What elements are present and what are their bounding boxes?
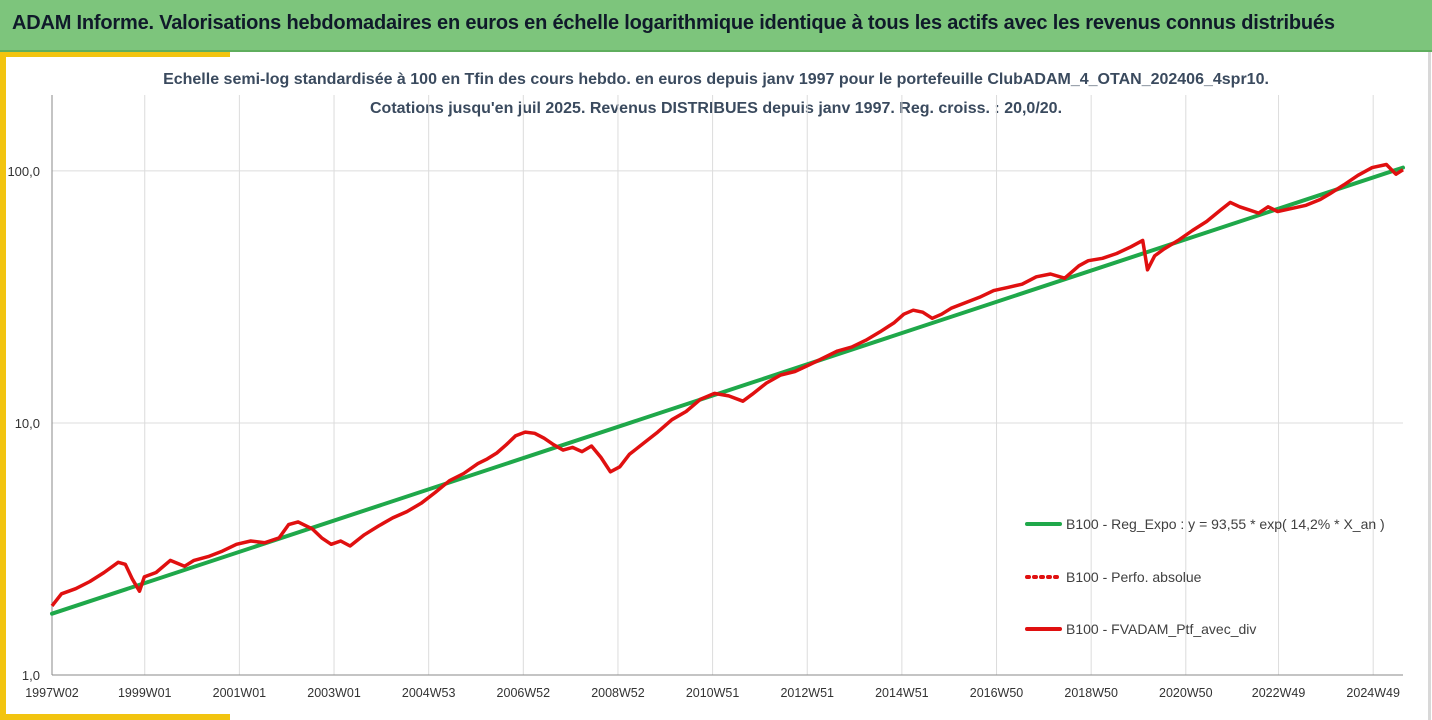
title-banner: ADAM Informe. Valorisations hebdomadaire…: [0, 0, 1432, 52]
x-tick-label: 2008W52: [591, 686, 645, 700]
x-tick-label: 2018W50: [1064, 686, 1118, 700]
x-tick-label: 1997W02: [25, 686, 79, 700]
accent-bar-left: [0, 52, 6, 720]
series-line-portfolio: [50, 162, 1404, 607]
chart-title: Echelle semi-log standardisée à 100 en T…: [163, 71, 1269, 88]
x-tick-label: 2024W49: [1346, 686, 1400, 700]
series-line-regression: [50, 165, 1405, 616]
legend-item-portfolio-label: B100 - FVADAM_Ptf_avec_div: [1066, 621, 1256, 637]
x-tick-label: 2010W51: [686, 686, 740, 700]
x-tick-label: 2003W01: [307, 686, 361, 700]
x-tick-label: 2006W52: [497, 686, 551, 700]
x-tick-label: 2016W50: [970, 686, 1024, 700]
accent-bar-bottom: [0, 714, 230, 720]
y-tick-label: 1,0: [22, 668, 40, 683]
x-tick-label: 2004W53: [402, 686, 456, 700]
frame-right-edge: [1428, 52, 1431, 720]
y-tick-label: 10,0: [15, 416, 40, 431]
legend-item-regression-label: B100 - Reg_Expo : y = 93,55 * exp( 14,2%…: [1066, 516, 1385, 532]
banner-title: ADAM Informe. Valorisations hebdomadaire…: [12, 12, 1335, 34]
legend-item-perfo-label: B100 - Perfo. absolue: [1066, 569, 1202, 585]
x-tick-label: 2022W49: [1252, 686, 1306, 700]
accent-bar-top: [0, 52, 230, 57]
x-tick-label: 1999W01: [118, 686, 172, 700]
x-tick-label: 2020W50: [1159, 686, 1213, 700]
chart-subtitle: Cotations jusqu'en juil 2025. Revenus DI…: [369, 100, 1063, 117]
y-tick-label: 100,0: [7, 164, 40, 179]
x-tick-label: 2001W01: [213, 686, 267, 700]
x-tick-label: 2012W51: [780, 686, 834, 700]
x-tick-label: 2014W51: [875, 686, 929, 700]
